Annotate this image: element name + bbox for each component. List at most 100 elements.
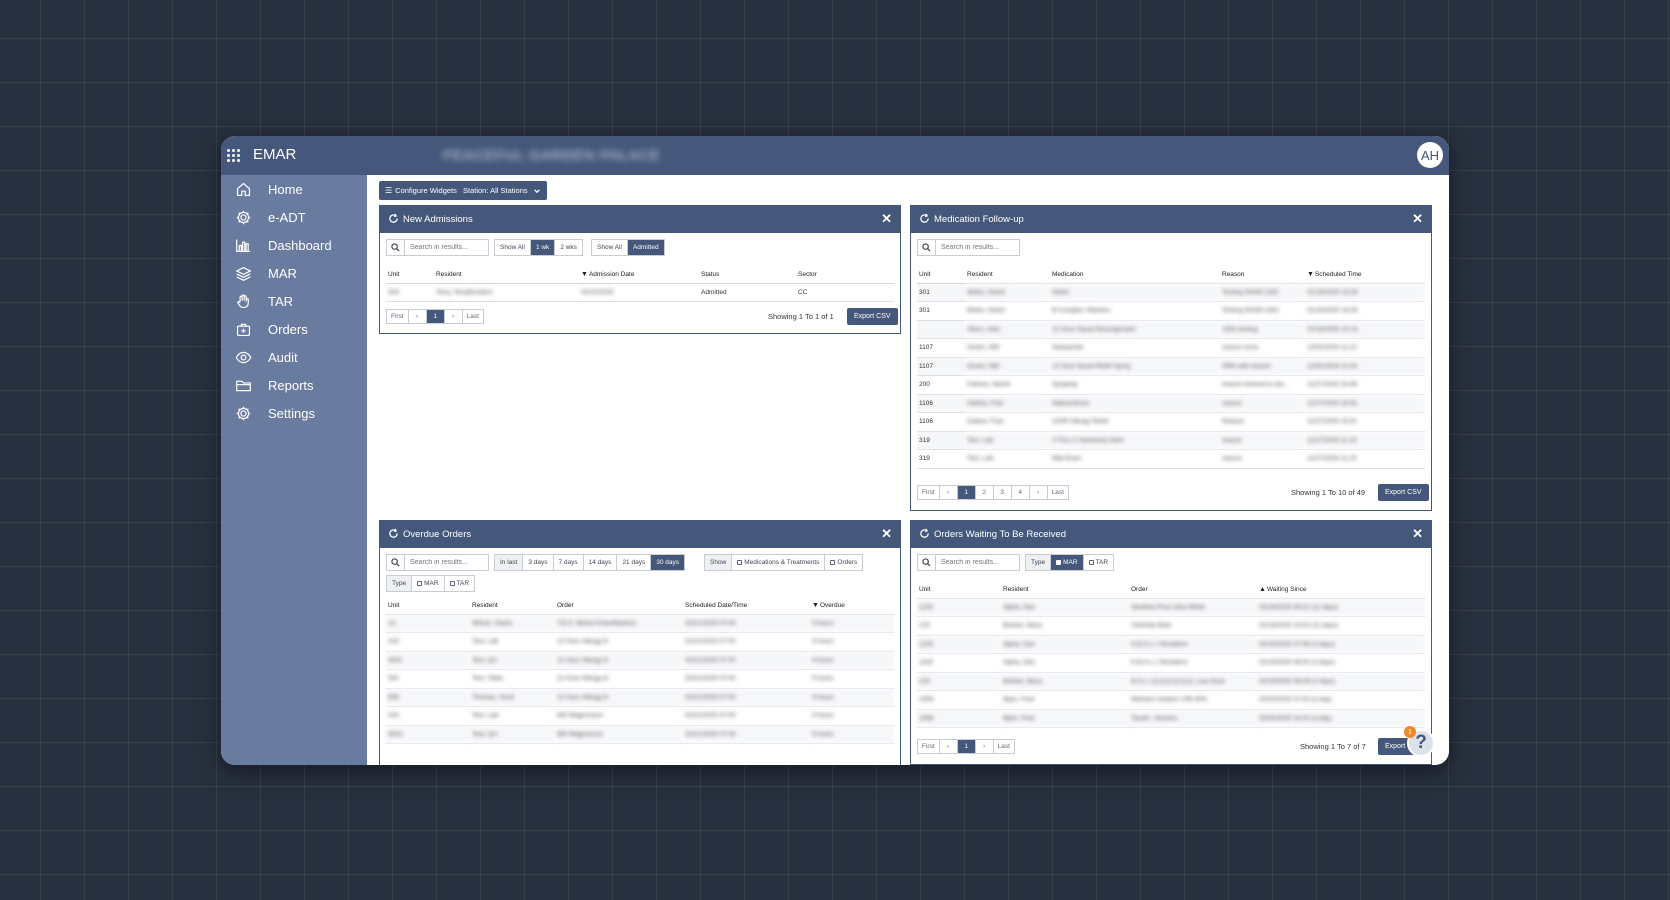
filter-admitted[interactable]: Admitted [627,240,664,255]
column-header-waiting-since[interactable]: ▲Waiting Since [1257,581,1425,599]
page-prev[interactable]: ‹ [940,740,958,753]
close-icon[interactable]: ✕ [881,526,892,541]
refresh-icon[interactable] [388,213,399,224]
sidebar-item-orders[interactable]: Orders [221,315,367,343]
page-number-4[interactable]: 4 [1012,486,1030,499]
column-header-unit[interactable]: Unit [386,597,470,615]
table-row[interactable]: 301 Molko, David Sebril Testing 00449 1352 0… [917,283,1425,302]
column-header-unit[interactable]: Unit [917,581,1001,599]
type-tar[interactable]: TAR [1084,555,1114,570]
table-row[interactable]: 1107 Green, Will 12 Hour Nasal Relief Spra… [917,357,1425,376]
range-14-days[interactable]: 14 days [584,555,618,570]
table-row[interactable]: 303 Terry, TerryBoodere 02/10/2025 Admit… [386,283,894,302]
column-header-resident[interactable]: Resident [965,266,1050,284]
table-row[interactable]: 1106 Gallow, Fran 12HR Allergy Relief Reaso… [917,412,1425,432]
close-icon[interactable]: ✕ [1412,211,1423,226]
page-next[interactable]: › [976,740,994,753]
sidebar-item-settings[interactable]: Settings [221,399,367,427]
column-header-medication[interactable]: Medication [1050,266,1220,284]
table-row[interactable]: 200 Fellows, Martin Synjardy reason entered… [917,375,1425,395]
page-last[interactable]: Last [466,313,479,320]
table-row[interactable]: 1105 Alpha, Dan K.B.G.L.I Tenoderm 02/19/20… [917,653,1425,673]
search-input[interactable] [405,559,483,566]
export-csv-button[interactable]: Export CSV [847,308,898,325]
page-next[interactable]: › [445,310,463,323]
table-row[interactable]: 1A Wilson, Diane T.E.D. Below Knee/Medium 0… [386,614,894,633]
page-prev[interactable]: ‹ [409,310,427,323]
column-header-scheduled-time[interactable]: ▼Scheduled Time [1305,266,1425,284]
page-number[interactable]: 1 [957,740,976,753]
column-header-unit[interactable]: Unit [386,266,434,284]
search-input[interactable] [405,244,483,251]
table-row[interactable]: 4002 Test, QA 12 Hour Allergy-D 02/21/2025 … [386,651,894,670]
column-header-unit[interactable]: Unit [917,266,965,284]
refresh-icon[interactable] [919,213,930,224]
column-header-resident[interactable]: Resident [434,266,579,284]
column-header-order[interactable]: Order [1129,581,1257,599]
page-first[interactable]: First [918,740,940,753]
table-row[interactable]: 319 Test, Lab Wal-Dram reason 11/27/2024 11:… [917,449,1425,469]
table-row[interactable]: 1105 Alpha, Dan K.B.G.L.I Tenoderm 02/19/20… [917,635,1425,654]
table-row[interactable]: 301 Molko, David B Complex Vitamins Testing… [917,301,1425,321]
configure-widgets-button[interactable]: ☰ Configure Widgets [379,181,463,200]
type-mar[interactable]: MAR [412,576,445,591]
refresh-icon[interactable] [388,528,399,539]
page-number-1[interactable]: 1 [957,486,976,499]
station-select[interactable]: Station: All Stations [457,181,547,200]
page-first[interactable]: First [918,486,940,499]
range-3-days[interactable]: 3 days [523,555,554,570]
table-row[interactable]: 808 Thomas, Scott 12 Hour Allergy-D 02/21/2… [386,688,894,707]
sidebar-item-home[interactable]: Home [221,175,367,203]
table-row[interactable]: 319 Test, Lab MO Magnesium 02/21/2025 07:00… [386,706,894,726]
export-csv-button[interactable]: Export CSV [1378,484,1429,501]
table-row[interactable]: Abers, Alan 12 Hour Nasal Decongestant 135… [917,320,1425,339]
column-header-resident[interactable]: Resident [470,597,555,615]
page-number[interactable]: 1 [426,310,445,323]
table-row[interactable]: 1107 Green, Will Naloparide reason none 12/0… [917,338,1425,358]
range-21-days[interactable]: 21 days [617,555,652,570]
apps-grid-icon[interactable] [227,149,240,162]
column-header-order[interactable]: Order [555,597,683,615]
column-header-overdue[interactable]: ▼Overdue [810,597,894,615]
search-input[interactable] [936,244,1014,251]
search-input[interactable] [936,559,1014,566]
column-header-scheduled-date-time[interactable]: Scheduled Date/Time [683,597,810,615]
sidebar-item-e-adt[interactable]: e-ADT [221,203,367,231]
sidebar-item-dashboard[interactable]: Dashboard [221,231,367,259]
type-tar[interactable]: TAR [445,576,475,591]
help-button[interactable]: ? [1407,729,1435,757]
column-header-status[interactable]: Status [699,266,796,284]
show-medications-treatments[interactable]: Medications & Treatments [732,555,826,570]
page-first[interactable]: First [387,310,409,323]
table-row[interactable]: 223 Banker, Barry Yohimbe Bark 02/18/2025 1… [917,616,1425,636]
table-row[interactable]: 1106 Gallow, Fran Nabumetone reason 11/27/20… [917,394,1425,413]
sidebar-item-audit[interactable]: Audit [221,343,367,371]
filter-show-all[interactable]: Show All [495,240,531,255]
filter-show-all-status[interactable]: Show All [592,240,628,255]
page-number-2[interactable]: 2 [976,486,994,499]
column-header-resident[interactable]: Resident [1001,581,1129,599]
table-row[interactable]: 4002 Test, QA MO Magnesium 02/21/2025 07:00… [386,725,894,744]
close-icon[interactable]: ✕ [881,211,892,226]
table-row[interactable]: 1105 Alpha, Dan Vaseline Pure Ultra White 0… [917,598,1425,617]
page-number-3[interactable]: 3 [994,486,1012,499]
refresh-icon[interactable] [919,528,930,539]
sidebar-item-tar[interactable]: TAR [221,287,367,315]
page-last[interactable]: Last [1051,489,1064,496]
column-header-admission-date[interactable]: ▼Admission Date [579,266,699,284]
table-row[interactable]: 302 Test, Vitals 12 Hour Allergy-D 02/21/20… [386,669,894,689]
sidebar-item-reports[interactable]: Reports [221,371,367,399]
filter-2-wks[interactable]: 2 wks [560,244,577,251]
page-prev[interactable]: ‹ [940,486,958,499]
column-header-sector[interactable]: Sector [796,266,894,284]
table-row[interactable]: 1058 Myer, Fred Warfarin Sodium 10B 40% 02/… [917,690,1425,710]
show-orders[interactable]: Orders [825,555,862,570]
range-30-days[interactable]: 30 days [651,555,684,570]
page-next[interactable]: › [1030,486,1048,499]
table-row[interactable]: 1058 Myer, Fred Taurid - Generic 02/20/2025… [917,709,1425,728]
type-mar[interactable]: MAR [1051,555,1084,570]
close-icon[interactable]: ✕ [1412,526,1423,541]
table-row[interactable]: 319 Test, Lab 12 Hour Allergy-D 02/21/2025 … [386,632,894,652]
filter-1-wk[interactable]: 1 wk [530,240,556,255]
table-row[interactable]: 223 Banker, Barry B.G.L.I.Q.Q.Q.Q.Q.Q. Low… [917,672,1425,691]
